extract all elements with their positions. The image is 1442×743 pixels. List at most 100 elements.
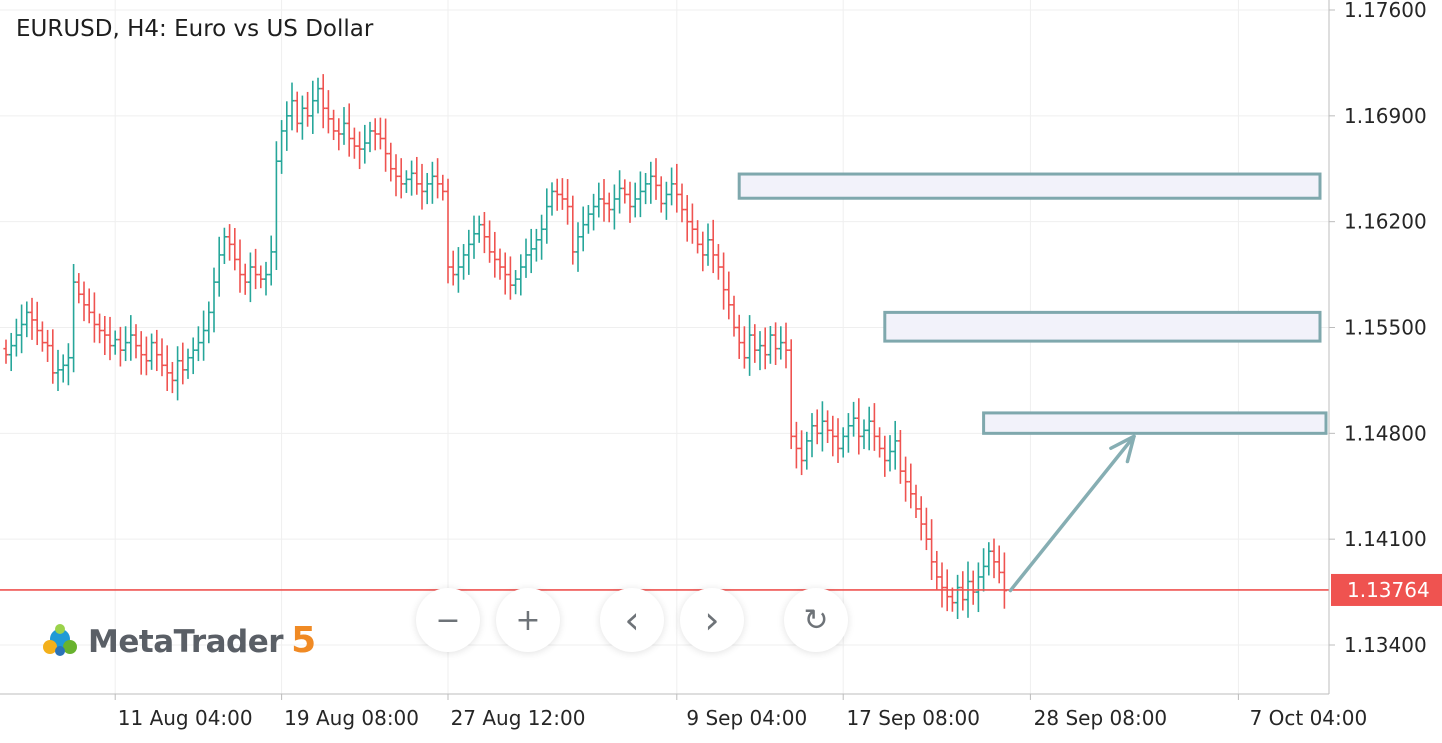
candle — [39, 321, 45, 352]
candle — [320, 74, 326, 129]
candle — [190, 337, 196, 375]
candle — [502, 252, 508, 295]
candle — [1001, 552, 1007, 609]
candle — [149, 333, 155, 370]
candle — [991, 538, 997, 579]
scroll-left-button[interactable]: ‹ — [600, 588, 664, 652]
candle — [804, 431, 810, 470]
candle — [429, 161, 435, 204]
candle — [814, 409, 820, 445]
candle — [133, 324, 139, 359]
candle — [476, 215, 482, 243]
candle — [247, 252, 253, 303]
candle — [206, 301, 212, 344]
candle — [341, 107, 347, 145]
y-axis: 1.17600 1.16900 1.16200 1.15500 1.14800 1.141… — [1328, 0, 1427, 694]
sr-zone — [982, 411, 1328, 435]
candle — [164, 345, 170, 391]
candle — [679, 183, 685, 223]
sr-zone — [883, 310, 1322, 343]
candle — [793, 421, 799, 469]
candle — [726, 271, 732, 320]
candle — [695, 220, 701, 254]
candle — [487, 220, 493, 263]
candle — [632, 182, 638, 218]
candle — [97, 313, 103, 344]
x-tick-label: 9 Sep 04:00 — [686, 706, 807, 730]
candle — [289, 82, 295, 131]
candle — [861, 419, 867, 450]
candle — [216, 236, 222, 297]
candle — [949, 587, 955, 612]
candle — [71, 264, 77, 373]
candle — [923, 507, 929, 551]
candle — [29, 297, 35, 340]
candle — [960, 571, 966, 611]
candle — [788, 339, 794, 450]
zoom-in-button[interactable]: + — [496, 588, 560, 652]
candle — [201, 310, 207, 361]
candle — [492, 231, 498, 278]
candle — [715, 244, 721, 280]
candle — [637, 171, 643, 218]
chart-grid — [0, 0, 1329, 694]
candle — [996, 545, 1002, 584]
projection-arrow-head — [1109, 434, 1136, 464]
candle — [513, 270, 519, 295]
candle — [934, 550, 940, 590]
candle — [684, 195, 690, 242]
candle — [351, 127, 357, 159]
candle — [372, 118, 378, 151]
y-tick-label: 1.13400 — [1344, 633, 1427, 657]
candle — [606, 192, 612, 223]
candle — [279, 120, 285, 174]
candle — [253, 248, 259, 290]
candle — [445, 178, 451, 284]
candle — [741, 326, 747, 369]
candle — [273, 141, 279, 271]
candle — [377, 117, 383, 150]
candle — [91, 292, 97, 343]
zoom-out-button[interactable]: − — [416, 588, 480, 652]
candle — [346, 103, 352, 157]
scroll-right-button[interactable]: › — [680, 588, 744, 652]
candle — [403, 170, 409, 193]
candle — [518, 254, 524, 296]
candle — [767, 325, 773, 364]
candle — [523, 238, 529, 278]
candle — [565, 179, 571, 225]
candle — [627, 181, 633, 223]
candle — [471, 215, 477, 259]
candle — [674, 163, 680, 213]
reset-chart-button[interactable]: ↻ — [784, 588, 848, 652]
candle — [455, 247, 461, 293]
candle — [544, 188, 550, 244]
y-tick-label: 1.16200 — [1344, 210, 1427, 234]
candle — [799, 430, 805, 476]
candle — [929, 519, 935, 580]
candle — [882, 435, 888, 477]
candle — [559, 178, 565, 210]
candle — [778, 326, 784, 360]
candle — [383, 118, 389, 172]
x-tick-label: 7 Oct 04:00 — [1250, 706, 1368, 730]
candle — [845, 413, 851, 453]
candle — [721, 252, 727, 310]
x-tick-label: 28 Sep 08:00 — [1034, 706, 1168, 730]
candle — [643, 172, 649, 205]
candle — [554, 178, 560, 211]
candle — [762, 327, 768, 370]
candle — [835, 418, 841, 463]
candle — [466, 229, 472, 275]
candle — [76, 273, 82, 304]
candle — [367, 121, 373, 153]
candle — [60, 354, 66, 383]
candle — [19, 304, 25, 354]
candle — [580, 206, 586, 252]
candle — [669, 167, 675, 206]
candle — [528, 228, 534, 274]
y-tick-label: 1.14100 — [1344, 527, 1427, 551]
candle — [3, 339, 9, 364]
candle — [398, 158, 404, 199]
